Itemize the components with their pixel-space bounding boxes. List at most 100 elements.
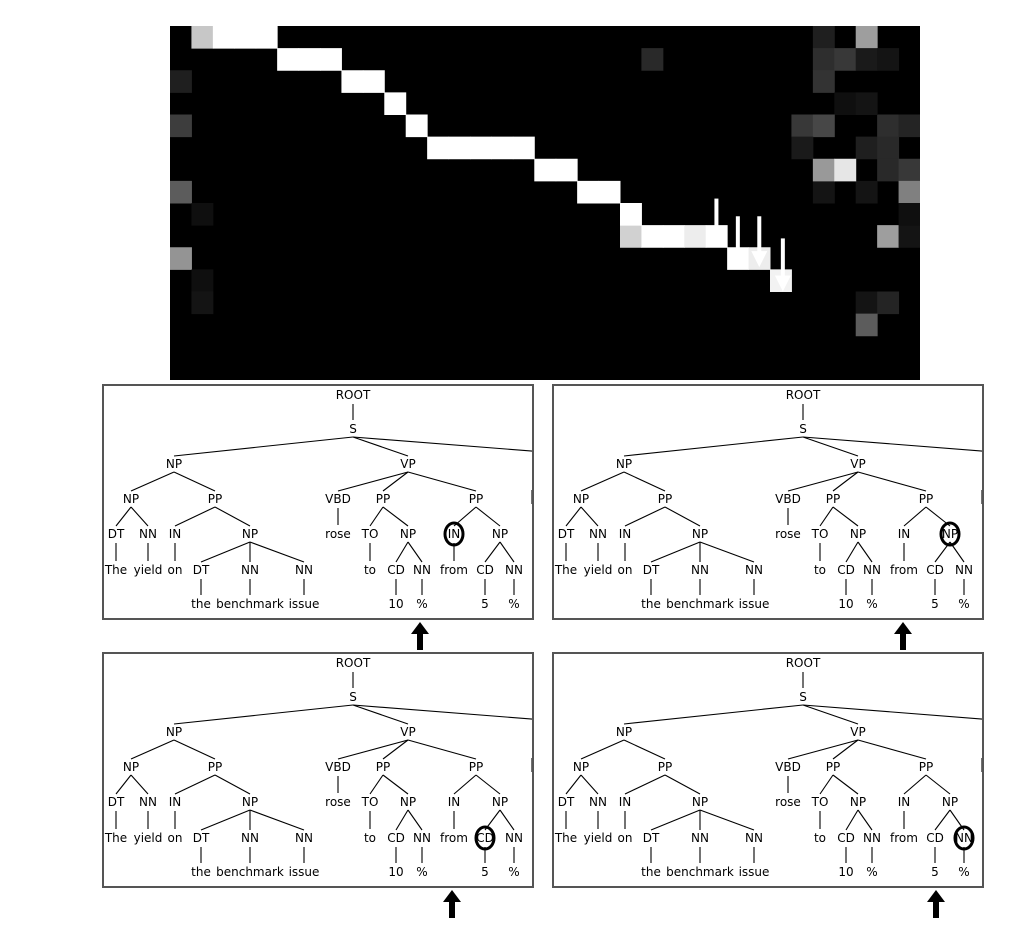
tree-node-pp3: PP (469, 760, 483, 774)
heatmap-cell (898, 225, 920, 248)
tree-node-vp: VP (850, 457, 865, 471)
tree-node-cd2: CD (926, 563, 944, 577)
heatmap-cell (191, 291, 214, 315)
tree-node-pct1: % (866, 597, 877, 611)
tree-node-np4: NP (400, 795, 416, 809)
heatmap-cell (191, 269, 214, 292)
tree-node-in1: IN (169, 527, 182, 541)
tree-node-rose: rose (775, 795, 801, 809)
parse-tree-panel-bottom-left: ROOT S NP VP NP PP VBD PP PP DT NN IN NP rose TO NP IN NP… (102, 652, 534, 888)
tree-node-np4: NP (400, 527, 416, 541)
tree-node-s: S (799, 422, 807, 436)
heatmap-cell (191, 203, 214, 226)
tree-node-np5: NP (492, 795, 508, 809)
tree-node-pp2: PP (376, 760, 390, 774)
tree-node-the1: The (554, 563, 577, 577)
heatmap-cell (877, 291, 900, 315)
heatmap-background (170, 26, 920, 380)
down-arrow-icon (751, 216, 768, 268)
heatmap-cell (898, 114, 920, 138)
heatmap-cell (577, 180, 600, 204)
tree-node-five: 5 (481, 597, 489, 611)
tree-node-np3: NP (692, 527, 708, 541)
up-arrow-icon (894, 622, 912, 650)
tree-node-nn1: NN (139, 527, 157, 541)
heatmap-cell (170, 70, 192, 93)
tree-node-np2: NP (123, 492, 139, 506)
tree-node-cd1: CD (837, 563, 855, 577)
tree-node-pct1: % (416, 597, 427, 611)
highlight-circle (443, 521, 465, 547)
tree-node-from: from (440, 831, 468, 845)
highlight-circle (953, 825, 975, 851)
heatmap-cell (427, 136, 450, 160)
tree-node-on: on (168, 563, 183, 577)
tree-node-vp: VP (850, 725, 865, 739)
tree-node-to1: TO (811, 795, 829, 809)
tree-node-dt1: DT (108, 527, 125, 541)
heatmap-cell (470, 136, 492, 160)
up-arrow-icon (927, 890, 945, 918)
tree-node-np4: NP (850, 795, 866, 809)
heatmap-cell (877, 114, 900, 138)
tree-node-vp: VP (400, 457, 415, 471)
tree-node-nn4: NN (863, 563, 881, 577)
tree-node-the2: the (641, 865, 661, 879)
tree-node-np1: NP (616, 725, 632, 739)
heatmap-cell (555, 158, 578, 182)
tree-node-vbd: VBD (325, 492, 351, 506)
parse-tree-panel-top-left: ROOT S NP VP NP PP VBD PP PP DT NN IN NP rose TO NP IN NP… (102, 384, 534, 620)
heatmap-cell (791, 136, 814, 160)
down-arrow-icon (708, 198, 725, 246)
tree-node-dt1: DT (108, 795, 125, 809)
tree-node-nn4: NN (413, 563, 431, 577)
tree-node-bench: benchmark (666, 597, 734, 611)
tree-node-root: ROOT (336, 656, 371, 670)
heatmap-cell (877, 158, 900, 182)
tree-node-bench: benchmark (216, 597, 284, 611)
tree-node-rose: rose (325, 527, 351, 541)
tree-node-ten: 10 (838, 597, 853, 611)
heatmap-cell (834, 158, 857, 182)
tree-node-s: S (349, 690, 357, 704)
heatmap-cell (170, 247, 192, 270)
tree-node-in2: IN (898, 527, 911, 541)
heatmap-cell (320, 48, 342, 71)
down-arrow-icon (729, 216, 746, 268)
heatmap-cell (641, 48, 664, 71)
heatmap-cell (191, 26, 214, 49)
down-arrow-icon (774, 238, 791, 292)
tree-node-to2: to (814, 563, 826, 577)
tree-node-to2: to (364, 563, 376, 577)
tree-node-to2: to (814, 831, 826, 845)
tree-node-pp1: PP (658, 760, 672, 774)
tree-node-pp2: PP (376, 492, 390, 506)
heatmap-cell (641, 225, 664, 248)
heatmap-cell (812, 70, 835, 93)
tree-node-ten: 10 (388, 865, 403, 879)
heatmap-cell (877, 225, 900, 248)
tree-node-pp2: PP (826, 492, 840, 506)
tree-node-five: 5 (931, 597, 939, 611)
tree-node-np2: NP (573, 492, 589, 506)
tree-node-s: S (349, 422, 357, 436)
tree-edges (115, 404, 532, 595)
tree-node-nn4: NN (413, 831, 431, 845)
tree-node-pp1: PP (208, 760, 222, 774)
heatmap-cell (448, 136, 471, 160)
tree-node-np5: NP (942, 795, 958, 809)
heatmap-cell (684, 225, 707, 248)
tree-node-pct1: % (416, 865, 427, 879)
heatmap-cell (298, 48, 321, 71)
heatmap-cell (898, 203, 920, 226)
heatmap-cell (812, 26, 835, 49)
tree-node-root: ROOT (786, 656, 821, 670)
tree-node-np2: NP (573, 760, 589, 774)
tree-node-the2: the (191, 597, 211, 611)
tree-node-vbd: VBD (325, 760, 351, 774)
heatmap-cell (855, 291, 878, 315)
tree-edges (565, 672, 982, 863)
heatmap-cell (170, 180, 192, 204)
tree-node-five: 5 (481, 865, 489, 879)
heatmap-cell (234, 26, 257, 49)
